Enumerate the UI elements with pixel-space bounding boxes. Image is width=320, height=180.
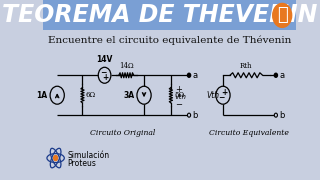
Text: −: − xyxy=(219,93,225,102)
Text: b: b xyxy=(279,111,284,120)
Text: Simulación: Simulación xyxy=(68,150,109,159)
Text: TEOREMA DE THEVENIN: TEOREMA DE THEVENIN xyxy=(2,3,317,27)
Text: −: − xyxy=(175,100,182,109)
Text: a: a xyxy=(192,71,197,80)
Text: 6Ω: 6Ω xyxy=(86,91,96,99)
Text: Circuito Equivalente: Circuito Equivalente xyxy=(210,129,289,137)
Text: Vth: Vth xyxy=(175,94,187,100)
Circle shape xyxy=(54,156,58,161)
Text: 5Ω: 5Ω xyxy=(174,91,184,99)
Text: −: − xyxy=(100,68,107,77)
Text: Proteus: Proteus xyxy=(68,159,96,168)
Text: 1A: 1A xyxy=(36,91,48,100)
Text: +: + xyxy=(103,73,109,82)
Circle shape xyxy=(188,113,191,117)
Text: b: b xyxy=(192,111,197,120)
Circle shape xyxy=(188,73,191,77)
Text: +: + xyxy=(175,85,182,94)
Text: Ⓜ: Ⓜ xyxy=(277,6,288,24)
Circle shape xyxy=(273,3,292,27)
Circle shape xyxy=(274,73,277,77)
Text: a: a xyxy=(279,71,284,80)
Text: Encuentre el circuito equivalente de Thévenin: Encuentre el circuito equivalente de Thé… xyxy=(48,36,291,45)
Text: Vth: Vth xyxy=(207,91,220,100)
Text: Circuito Original: Circuito Original xyxy=(91,129,156,137)
Text: +: + xyxy=(221,88,227,97)
Text: 3A: 3A xyxy=(124,91,135,100)
Text: 14Ω: 14Ω xyxy=(119,62,133,70)
Circle shape xyxy=(274,113,277,117)
Text: Rth: Rth xyxy=(240,62,252,70)
FancyBboxPatch shape xyxy=(43,1,296,30)
Text: 14V: 14V xyxy=(96,55,113,64)
